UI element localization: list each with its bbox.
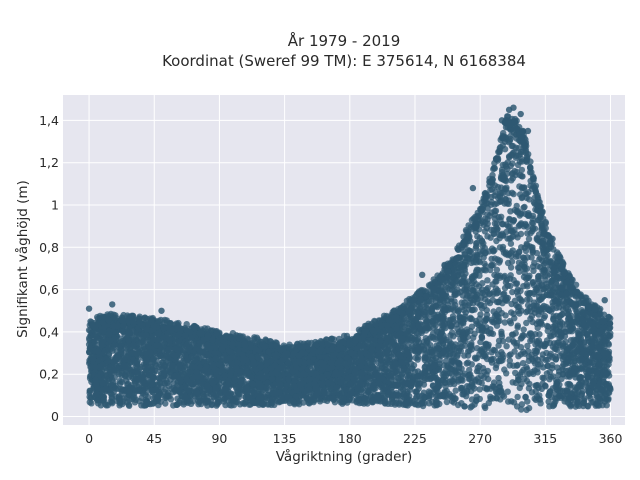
data-point: [476, 386, 483, 393]
data-point: [122, 373, 129, 380]
data-point: [570, 341, 578, 348]
data-point: [451, 288, 458, 295]
data-point: [506, 357, 513, 364]
data-point: [524, 302, 532, 309]
data-point: [422, 350, 429, 357]
data-point: [442, 379, 449, 386]
data-point: [517, 230, 525, 238]
data-point: [431, 335, 439, 343]
data-point: [493, 226, 501, 233]
data-point: [504, 388, 511, 395]
data-point: [282, 388, 289, 395]
data-point: [470, 287, 477, 294]
data-point: [518, 296, 525, 304]
data-point: [517, 344, 525, 351]
data-point: [529, 244, 536, 251]
data-point: [504, 259, 512, 267]
data-point: [473, 243, 480, 250]
data-point: [481, 228, 489, 235]
chart-subtitle: Koordinat (Sweref 99 TM): E 375614, N 61…: [162, 52, 526, 70]
data-point: [487, 395, 494, 402]
data-point: [514, 303, 521, 310]
data-point: [493, 322, 501, 329]
data-point: [414, 356, 421, 363]
data-point: [529, 249, 536, 256]
data-point: [518, 380, 525, 388]
data-points: [85, 104, 614, 414]
data-point: [526, 272, 533, 279]
data-point: [476, 272, 483, 279]
data-point: [514, 393, 521, 401]
data-point: [520, 326, 527, 333]
data-point: [484, 277, 491, 284]
data-point: [544, 327, 551, 335]
data-point: [452, 387, 459, 394]
data-point: [529, 279, 536, 286]
data-point: [461, 342, 469, 349]
data-point: [447, 316, 454, 324]
data-point: [491, 215, 499, 222]
data-point: [443, 398, 451, 406]
data-point: [495, 337, 503, 344]
data-point: [498, 197, 506, 205]
data-point: [388, 384, 395, 392]
data-point: [495, 374, 502, 382]
data-point: [510, 190, 517, 198]
data-point: [501, 272, 508, 280]
data-point: [507, 240, 515, 247]
data-point: [508, 300, 515, 308]
data-point: [495, 342, 502, 349]
data-point: [508, 177, 515, 184]
data-point: [554, 346, 561, 353]
data-point: [473, 259, 480, 266]
data-point: [549, 343, 556, 350]
data-point: [545, 392, 553, 399]
data-point: [532, 388, 539, 395]
data-point: [503, 370, 510, 377]
data-point: [577, 374, 584, 381]
data-point: [167, 396, 175, 403]
data-point: [471, 401, 478, 408]
data-point: [514, 161, 522, 169]
data-point: [509, 288, 516, 296]
chart-title: År 1979 - 2019: [288, 31, 401, 50]
data-point: [507, 351, 514, 358]
data-point: [543, 322, 551, 330]
data-point: [518, 401, 526, 408]
data-point: [523, 319, 530, 327]
data-point: [517, 371, 524, 378]
data-point: [507, 264, 515, 271]
data-point: [466, 347, 473, 355]
data-point: [480, 240, 487, 247]
data-point: [494, 256, 501, 263]
data-point: [499, 230, 506, 237]
data-point: [475, 283, 483, 290]
data-point: [454, 308, 462, 315]
data-point: [116, 380, 124, 387]
data-point: [488, 359, 496, 366]
data-point: [559, 320, 566, 327]
data-point: [484, 233, 491, 240]
data-point: [492, 364, 500, 372]
data-point: [450, 333, 457, 340]
data-point: [491, 207, 498, 215]
data-point: [534, 324, 541, 332]
data-point: [473, 266, 481, 273]
data-point: [501, 284, 509, 292]
data-point: [542, 356, 549, 364]
data-point: [170, 385, 177, 392]
data-point: [560, 360, 567, 368]
data-point: [489, 318, 496, 325]
data-point: [500, 290, 508, 297]
data-point: [472, 355, 479, 362]
data-point: [523, 308, 530, 316]
data-point: [549, 288, 556, 295]
data-point: [468, 396, 476, 403]
data-point: [490, 261, 497, 269]
